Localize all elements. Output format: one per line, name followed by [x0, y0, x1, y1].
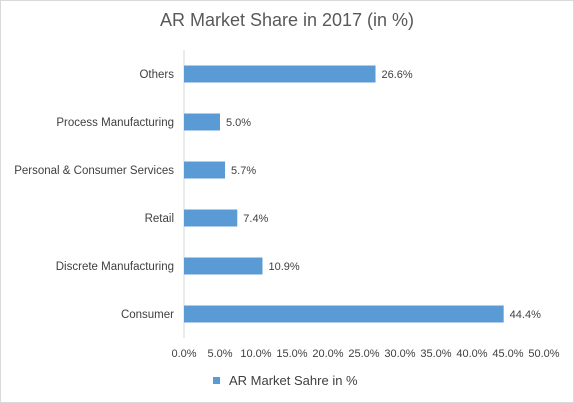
category-label: Discrete Manufacturing — [56, 261, 174, 273]
category-label: Others — [139, 69, 174, 81]
x-tick-label: 30.0% — [384, 348, 415, 360]
data-label: 7.4% — [243, 213, 268, 225]
data-label: 10.9% — [268, 261, 299, 273]
x-tick-label: 35.0% — [420, 348, 451, 360]
legend-label: AR Market Sahre in % — [229, 373, 358, 388]
data-label: 26.6% — [382, 69, 413, 81]
x-tick-label: 15.0% — [276, 348, 307, 360]
legend-swatch — [213, 377, 220, 384]
bar — [184, 161, 226, 179]
bar — [184, 209, 238, 227]
x-tick-label: 45.0% — [492, 348, 523, 360]
x-tick-label: 40.0% — [456, 348, 487, 360]
category-label: Retail — [145, 213, 174, 225]
bar — [184, 65, 376, 83]
chart-title: AR Market Share in 2017 (in %) — [160, 10, 414, 30]
bar — [184, 113, 220, 131]
data-label: 44.4% — [510, 309, 541, 321]
legend: AR Market Sahre in % — [213, 373, 358, 388]
x-tick-label: 25.0% — [348, 348, 379, 360]
x-tick-label: 0.0% — [171, 348, 196, 360]
data-label: 5.0% — [226, 117, 251, 129]
bar — [184, 305, 504, 323]
category-label: Process Manufacturing — [56, 117, 174, 129]
bars-layer: 26.6% 5.0% 5.7% 7.4% 10.9% 44.4% — [184, 65, 541, 323]
x-tick-label: 10.0% — [240, 348, 271, 360]
category-label: Consumer — [121, 309, 174, 321]
axis-layer: 0.0% 5.0% 10.0% 15.0% 20.0% 25.0% 30.0% 35.0% 40… — [14, 50, 560, 360]
x-tick-label: 50.0% — [528, 348, 559, 360]
category-label: Personal & Consumer Services — [14, 165, 174, 177]
x-tick-label: 20.0% — [312, 348, 343, 360]
data-label: 5.7% — [231, 165, 256, 177]
bar — [184, 257, 263, 275]
x-tick-label: 5.0% — [207, 348, 232, 360]
